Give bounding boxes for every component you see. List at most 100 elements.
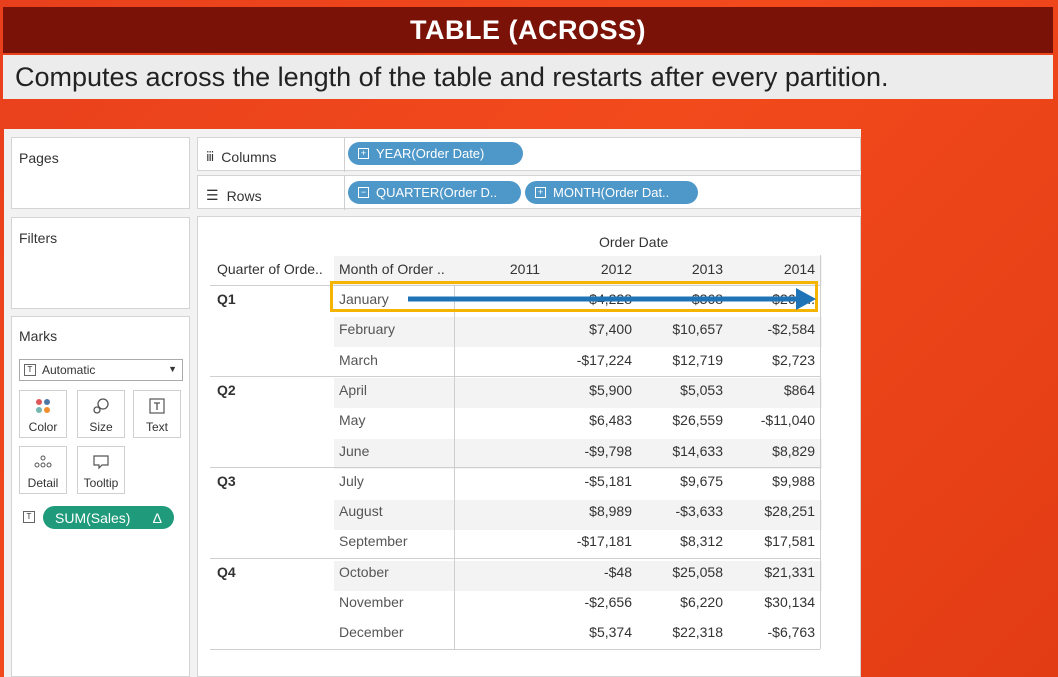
value-2014: -$2,584 xyxy=(767,321,815,337)
marks-card-title: Marks xyxy=(19,328,58,344)
tooltip-button-label: Tooltip xyxy=(83,476,119,490)
month-order-date-label: MONTH(Order Dat.. xyxy=(553,185,670,200)
year-header-2014[interactable]: 2014 xyxy=(783,261,815,277)
columns-shelf-label: Columns xyxy=(221,149,277,165)
text-encoding-icon: T xyxy=(23,511,35,523)
value-2014: $30,134 xyxy=(764,594,815,610)
value-2014: -$6,763 xyxy=(767,624,815,640)
month-label: November xyxy=(339,594,404,610)
month-column-header[interactable]: Month of Order .. xyxy=(339,261,445,277)
detail-icon xyxy=(34,447,52,476)
value-2012: $7,400 xyxy=(589,321,632,337)
rows-shelf[interactable]: ☰ Rows − QUARTER(Order D.. + MONTH(Order… xyxy=(197,175,861,210)
quarter-order-date-pill[interactable]: − QUARTER(Order D.. xyxy=(348,181,521,204)
chevron-down-icon: ▼ xyxy=(168,364,177,374)
tooltip-icon xyxy=(92,447,110,476)
value-2012: -$17,224 xyxy=(576,352,632,368)
month-label: March xyxy=(339,352,378,368)
value-2013: -$3,633 xyxy=(675,503,723,519)
quarter-label[interactable]: Q4 xyxy=(217,564,236,580)
year-header-2013[interactable]: 2013 xyxy=(691,261,723,277)
value-2012: -$9,798 xyxy=(584,443,632,459)
columns-icon: ⅲ xyxy=(206,149,214,164)
value-2012: $8,989 xyxy=(589,503,632,519)
tableau-window: Pages Filters Marks T Automatic ▼ Color … xyxy=(4,129,861,677)
filters-card-title: Filters xyxy=(19,230,58,246)
value-2012: -$17,181 xyxy=(576,533,632,549)
expand-plus-icon: + xyxy=(358,148,369,159)
month-label: May xyxy=(339,412,366,428)
sum-sales-pill[interactable]: SUM(Sales) Δ xyxy=(43,506,174,529)
value-2014: $28,251 xyxy=(764,503,815,519)
value-2012: $5,900 xyxy=(589,382,632,398)
month-label: August xyxy=(339,503,383,519)
value-2013: $5,053 xyxy=(680,382,723,398)
value-2013: $9,675 xyxy=(680,473,723,489)
year-order-date-pill[interactable]: + YEAR(Order Date) xyxy=(348,142,523,165)
expand-plus-icon: + xyxy=(535,187,546,198)
text-icon xyxy=(149,391,165,420)
month-label: February xyxy=(339,321,396,337)
value-2014: $17,581 xyxy=(764,533,815,549)
month-label: December xyxy=(339,624,404,640)
color-icon xyxy=(34,391,52,420)
month-label: October xyxy=(339,564,389,580)
order-date-header: Order Date xyxy=(599,234,669,250)
year-order-date-label: YEAR(Order Date) xyxy=(376,146,485,161)
value-2012: $5,374 xyxy=(589,624,632,640)
slide-title: TABLE (ACROSS) xyxy=(3,7,1053,53)
month-label: July xyxy=(339,473,364,489)
quarter-column-header[interactable]: Quarter of Orde.. xyxy=(217,261,323,277)
value-2014: $8,829 xyxy=(772,443,815,459)
value-2012: -$5,181 xyxy=(584,473,632,489)
size-button[interactable]: Size xyxy=(77,390,125,438)
value-2014: $9,988 xyxy=(772,473,815,489)
size-button-label: Size xyxy=(89,420,113,434)
value-2013: $22,318 xyxy=(672,624,723,640)
value-2012: -$2,656 xyxy=(584,594,632,610)
value-2012: -$48 xyxy=(603,564,632,580)
value-2014: $21,331 xyxy=(764,564,815,580)
text-button-label: Text xyxy=(145,420,168,434)
value-2013: $8,312 xyxy=(680,533,723,549)
marks-card: Marks T Automatic ▼ Color Size Text xyxy=(11,316,190,677)
month-order-date-pill[interactable]: + MONTH(Order Dat.. xyxy=(525,181,698,204)
quarter-label[interactable]: Q3 xyxy=(217,473,236,489)
detail-button-label: Detail xyxy=(27,476,59,490)
quarter-order-date-label: QUARTER(Order D.. xyxy=(376,185,498,200)
mark-type-value: Automatic xyxy=(42,363,96,377)
detail-button[interactable]: Detail xyxy=(19,446,67,494)
value-2013: $14,633 xyxy=(672,443,723,459)
january-highlight-box xyxy=(330,281,818,312)
quarter-label[interactable]: Q1 xyxy=(217,291,236,307)
text-button[interactable]: Text xyxy=(133,390,181,438)
slide-subtitle: Computes across the length of the table … xyxy=(3,55,1053,99)
value-2013: $6,220 xyxy=(680,594,723,610)
month-label: January xyxy=(339,291,389,307)
month-label: June xyxy=(339,443,370,459)
month-label: September xyxy=(339,533,408,549)
pages-card[interactable]: Pages xyxy=(11,137,190,209)
text-mark-icon: T xyxy=(24,364,36,376)
value-2013: $10,657 xyxy=(672,321,723,337)
rows-shelf-label: Rows xyxy=(226,187,262,204)
quarter-label[interactable]: Q2 xyxy=(217,382,236,398)
filters-card[interactable]: Filters xyxy=(11,217,190,309)
rows-icon: ☰ xyxy=(206,187,219,203)
value-2012: $6,483 xyxy=(589,412,632,428)
columns-shelf[interactable]: ⅲ Columns + YEAR(Order Date) xyxy=(197,137,861,172)
year-header-2012[interactable]: 2012 xyxy=(600,261,632,277)
value-2014: $2,723 xyxy=(772,352,815,368)
month-label: April xyxy=(339,382,368,398)
delta-icon: Δ xyxy=(152,509,162,526)
crosstab-view[interactable]: Order Date Quarter of Orde.. Month of Or… xyxy=(197,216,861,677)
pages-card-title: Pages xyxy=(19,150,59,166)
color-button[interactable]: Color xyxy=(19,390,67,438)
collapse-minus-icon: − xyxy=(358,187,369,198)
value-2014: -$11,040 xyxy=(760,412,815,428)
table-across-arrow-icon xyxy=(408,288,816,310)
tooltip-button[interactable]: Tooltip xyxy=(77,446,125,494)
value-2013: $25,058 xyxy=(672,564,723,580)
year-header-2011[interactable]: 2011 xyxy=(509,261,540,277)
mark-type-dropdown[interactable]: T Automatic ▼ xyxy=(19,359,183,381)
